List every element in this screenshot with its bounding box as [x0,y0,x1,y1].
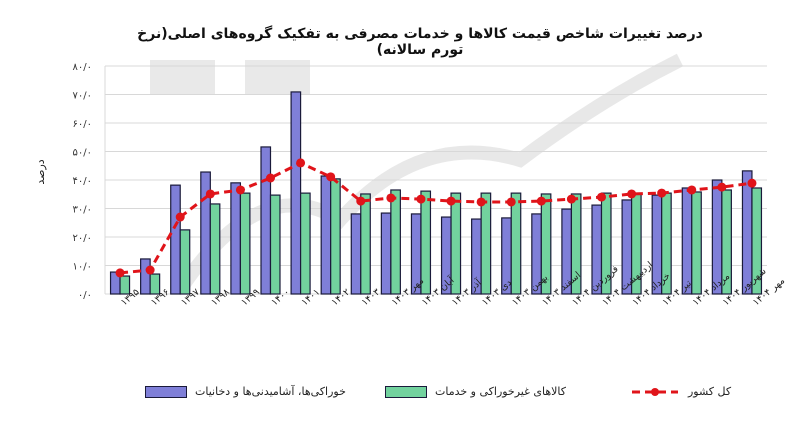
bar-series [109,91,763,295]
bar-nonfood [751,187,763,295]
total-marker [386,193,396,203]
legend-label-food: خوراکی‌ها، آشامیدنی‌ها و دخانیات [195,385,346,398]
y-tick-label: ۷۰/۰ [73,91,92,102]
bar-nonfood [721,189,732,295]
bar-nonfood [510,192,522,295]
total-marker [175,212,185,222]
bar-nonfood [119,275,131,295]
bar-nonfood [450,192,462,295]
legend-swatch-food [145,385,187,398]
line-series-total [115,158,757,278]
y-axis-label: درصد [34,159,47,184]
legend-swatch-total [630,386,680,398]
y-tick-label: ۱۰/۰ [73,262,92,273]
total-line [119,161,753,275]
bar-nonfood [149,273,161,295]
bar-nonfood [540,193,552,295]
bar-nonfood [269,194,281,295]
total-marker [627,189,637,199]
y-axis-ticks: ۰/۰ ۱۰/۰ ۲۰/۰ ۳۰/۰ ۴۰/۰ ۵۰/۰ ۶۰/۰ ۷۰/۰ ۸۰/۰ [73,62,92,301]
total-marker [356,196,366,206]
total-marker [296,158,306,168]
chart-title: درصد تغییرات شاخص قیمت کالاها و خدمات مص… [137,26,703,58]
total-marker [717,182,727,192]
total-marker [446,196,456,206]
bar-nonfood [420,190,432,295]
total-marker [476,197,486,207]
total-marker [657,188,667,198]
total-marker [687,185,697,195]
y-tick-label: ۲۰/۰ [73,233,92,244]
bar-food [320,175,332,295]
bar-nonfood [299,192,311,295]
bar-food [140,258,151,295]
total-marker [566,194,576,204]
y-tick-label: ۸۰/۰ [73,62,92,73]
legend-item-nonfood: کالاهای غیرخوراکی و خدمات [385,385,566,398]
bar-food [350,213,362,295]
bar-nonfood [179,229,191,295]
bar-nonfood [570,193,582,295]
bar-nonfood [360,193,371,295]
y-tick-label: ۰/۰ [78,290,92,301]
total-marker [416,194,426,204]
y-tick-label: ۵۰/۰ [73,148,92,159]
bar-food [380,212,392,295]
legend-label-total: کل کشور [688,385,732,398]
legend-label-nonfood: کالاهای غیرخوراکی و خدمات [435,385,566,398]
bar-food [170,184,181,295]
total-marker [235,185,245,195]
legend-swatch-nonfood [385,385,427,398]
bar-food [260,146,272,295]
bar-nonfood [691,191,702,295]
y-tick-label: ۶۰/۰ [73,119,92,130]
total-marker [115,268,125,278]
bar-nonfood [209,203,221,295]
total-marker [266,173,275,183]
total-marker [506,197,516,207]
bar-nonfood [330,178,341,295]
total-marker [536,196,546,206]
total-marker [205,189,215,199]
total-marker [747,178,757,188]
bar-food [290,91,302,295]
total-marker [326,172,336,182]
y-tick-label: ۴۰/۰ [73,176,92,187]
bar-food [230,182,242,295]
bar-nonfood [600,192,612,295]
bar-nonfood [239,192,251,295]
bar-nonfood [480,192,492,295]
bar-food [681,187,693,295]
total-marker [597,192,606,202]
bar-nonfood [390,189,401,295]
legend-item-food: خوراکی‌ها، آشامیدنی‌ها و دخانیات [145,385,346,398]
legend-item-total: کل کشور [630,385,731,398]
y-tick-label: ۳۰/۰ [73,205,92,216]
total-marker [145,265,155,275]
